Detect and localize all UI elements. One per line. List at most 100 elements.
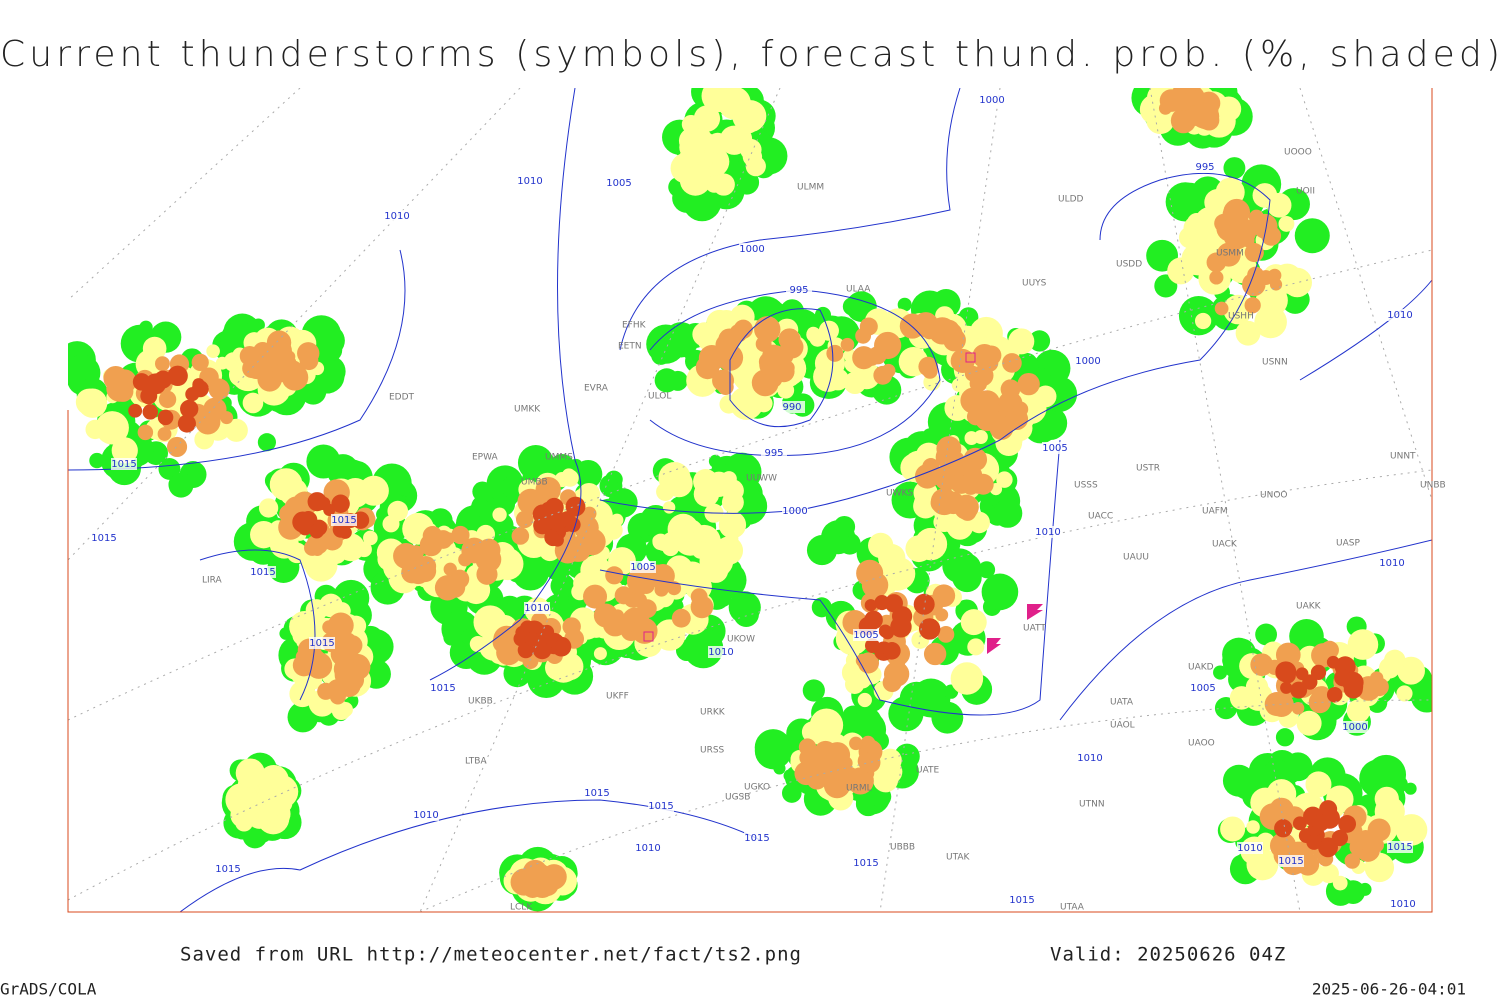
station-code: UTAA: [1060, 903, 1085, 913]
shade-cell: [1346, 699, 1371, 723]
shade-cell: [1279, 667, 1296, 684]
station-code: USNN: [1262, 358, 1288, 368]
shade-cell: [665, 469, 693, 498]
shade-cell: [142, 404, 159, 420]
shade-cell: [225, 327, 243, 345]
shade-cell: [1222, 764, 1255, 797]
isobar-label: 990: [782, 402, 801, 413]
shade-cell: [472, 481, 493, 502]
isobar-label-bg: [744, 832, 770, 844]
station-code: UTAK: [946, 853, 971, 863]
shade-cell: [937, 626, 955, 643]
shade-cell: [1411, 681, 1432, 713]
isobar-label-bg: [1009, 894, 1035, 906]
shade-cell: [158, 458, 181, 480]
isobar-label: 1005: [1190, 683, 1215, 694]
isobar-label-bg: [648, 800, 674, 812]
shade-cell: [338, 702, 353, 717]
shade-cell: [309, 523, 324, 539]
shade-cell: [313, 325, 345, 357]
shade-cell: [593, 647, 607, 661]
isobar-label-bg: [1379, 557, 1405, 569]
station-code: UWKS: [886, 489, 913, 499]
shade-cell: [814, 306, 831, 323]
shade-cell: [291, 497, 307, 512]
isobar-label: 1000: [739, 244, 764, 255]
shade-cell: [691, 128, 712, 149]
shade-cell: [154, 370, 173, 389]
shade-cell: [515, 510, 534, 529]
isobar-label-bg: [606, 177, 632, 189]
isobar-label-bg: [384, 210, 410, 222]
shade-cell: [802, 679, 825, 702]
shade-cell: [1326, 655, 1340, 669]
isobar-label: 1010: [517, 176, 542, 187]
shade-cell: [605, 566, 624, 585]
shade-cell: [1395, 814, 1428, 846]
isobar-label: 1005: [606, 178, 631, 189]
shade-cell: [1289, 619, 1324, 654]
shade-cell: [765, 370, 783, 388]
shade-cell: [806, 768, 828, 790]
shade-cell: [1216, 242, 1241, 267]
isobar-label-bg: [1387, 309, 1413, 321]
station-code: UOOO: [1284, 148, 1312, 158]
shade-cell: [242, 392, 264, 414]
shade-cell: [849, 298, 863, 312]
shade-cell: [524, 632, 540, 647]
shade-cell: [721, 479, 744, 502]
shade-cell: [1266, 192, 1292, 218]
shade-cell: [142, 336, 167, 361]
shade-cell: [652, 534, 665, 547]
shade-cell: [826, 344, 844, 362]
shade-cell: [809, 708, 844, 742]
shade-cell: [1326, 687, 1343, 703]
shade-cell: [984, 394, 1000, 410]
isobar-label: 1015: [1009, 895, 1034, 906]
isobar-label-bg: [1190, 682, 1216, 694]
map-frame: [67, 88, 1433, 913]
station-code: UACC: [1088, 512, 1113, 522]
shade-cell: [843, 371, 867, 395]
isobar-label-bg: [739, 243, 765, 255]
shade-cell: [639, 505, 672, 537]
shade-cell: [559, 598, 573, 613]
shade-cell: [1274, 819, 1293, 838]
isobar-label-bg: [1387, 841, 1413, 853]
shade-cell: [1250, 653, 1274, 677]
station-code: USSS: [1074, 481, 1098, 491]
shade-cell: [794, 316, 812, 335]
isobar-label: 1015: [1278, 856, 1303, 867]
isobar-label-bg: [782, 505, 808, 517]
isobar-label: 1015: [111, 459, 136, 470]
shade-cell: [964, 431, 979, 446]
shade-cell: [203, 397, 227, 421]
shade-cell: [1159, 89, 1183, 112]
shade-cell: [1396, 685, 1413, 702]
shade-cell: [206, 344, 220, 358]
shade-cell: [77, 388, 108, 418]
shade-cell: [1294, 218, 1330, 254]
shade-cell: [559, 511, 576, 527]
isobar-label: 1010: [1035, 527, 1060, 538]
shade-cell: [1002, 353, 1022, 373]
shade-cell: [1214, 301, 1229, 316]
shade-cell: [235, 758, 265, 788]
shade-cell: [326, 454, 360, 487]
isobar: [68, 249, 406, 471]
shade-cell: [754, 316, 781, 343]
shade-cell: [358, 475, 389, 506]
isobar-label-bg: [91, 532, 117, 544]
station-code: UNOO: [1260, 491, 1288, 501]
isobar: [1059, 539, 1432, 721]
shade-cell: [967, 638, 985, 656]
shade-cell: [550, 573, 575, 598]
shade-cell: [918, 618, 941, 640]
shade-cell: [936, 319, 955, 339]
station-code: USTR: [1136, 464, 1160, 474]
shade-cell: [443, 629, 460, 646]
shade-cell: [1404, 782, 1417, 795]
isobar-label: 1010: [708, 647, 733, 658]
station-code: UKBB: [468, 697, 493, 707]
